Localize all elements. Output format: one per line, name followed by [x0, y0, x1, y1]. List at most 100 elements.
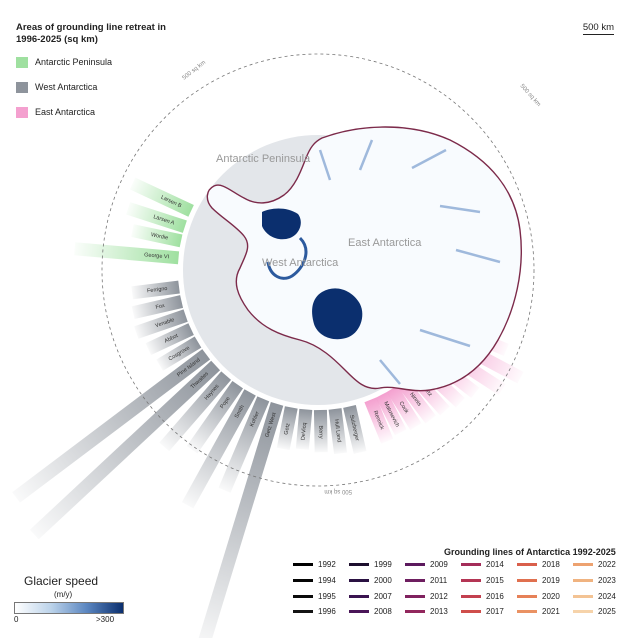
year-label: 2024 [598, 592, 616, 601]
year-label: 2013 [430, 607, 448, 616]
retreat-bar-fox [131, 295, 184, 320]
legend-label: Antarctic Peninsula [35, 57, 113, 67]
retreat-bar-ferrigno [131, 280, 180, 300]
grounding-line-year: 1994 [293, 576, 336, 585]
glacier-label: George VI [144, 252, 170, 260]
legend-item-west: West Antarctica [16, 82, 97, 94]
year-line-swatch [293, 595, 313, 599]
glacier-label: Wordie [150, 232, 168, 241]
year-label: 2022 [598, 560, 616, 569]
legend-title: Areas of grounding line retreat in 1996-… [16, 22, 166, 45]
year-label: 1996 [318, 607, 336, 616]
year-line-swatch [573, 610, 593, 614]
year-label: 1995 [318, 592, 336, 601]
year-line-swatch [517, 595, 537, 599]
year-line-swatch [461, 595, 481, 599]
year-line-swatch [573, 579, 593, 583]
grounding-line-year: 2025 [573, 607, 616, 616]
speed-legend-title: Glacier speed [24, 574, 99, 588]
legend-item-peninsula: Antarctic Peninsula [16, 57, 113, 69]
dashed-scale-circle [101, 53, 535, 487]
retreat-bar-matusevich [375, 391, 407, 436]
retreat-bar-smith [181, 389, 256, 509]
year-line-swatch [517, 563, 537, 567]
speed-legend-max: >300 [96, 615, 115, 624]
retreat-bar-cosgrove [156, 336, 202, 371]
glacier-label: DeVicq [301, 422, 309, 440]
circle-label-top: 500 sq km [182, 60, 208, 82]
retreat-bar-devicq [295, 408, 313, 450]
grounding-line-year: 1995 [293, 592, 336, 601]
year-line-swatch [349, 595, 369, 599]
ice-sheet [206, 126, 522, 392]
glacier-label: Abbot [164, 333, 180, 345]
year-line-swatch [573, 595, 593, 599]
speed-legend-min: 0 [14, 615, 19, 624]
year-line-swatch [349, 563, 369, 567]
grounding-line-year: 2018 [517, 560, 560, 569]
year-label: 1992 [318, 560, 336, 569]
grounding-line-year: 1992 [293, 560, 336, 569]
grounding-line-year: 2022 [573, 560, 616, 569]
grounding-line-year: 2020 [517, 592, 560, 601]
retreat-bar-larsen-a [126, 202, 187, 233]
year-label: 2025 [598, 607, 616, 616]
grounding-line-year: 2015 [461, 576, 504, 585]
grounding-line-year: 2016 [461, 592, 504, 601]
glacier-label: Fox [155, 303, 166, 311]
year-line-swatch [405, 610, 425, 614]
grounding-line-year: 2019 [517, 576, 560, 585]
retreat-bar-sulzberger [343, 404, 367, 454]
year-line-swatch [349, 579, 369, 583]
year-label: 2011 [430, 576, 448, 585]
grounding-line-year: 2008 [349, 607, 392, 616]
year-label: 2023 [598, 576, 616, 585]
circle-label-right: 500 sq km [519, 83, 542, 108]
retreat-bar-pope [186, 380, 244, 454]
year-line-swatch [349, 610, 369, 614]
retreat-bar-hull-land [328, 408, 347, 455]
year-label: 2000 [374, 576, 392, 585]
year-line-swatch [405, 563, 425, 567]
grounding-line-year: 2023 [573, 576, 616, 585]
grounding-line-year: 2009 [405, 560, 448, 569]
glacier-label: Sulzberger [348, 414, 360, 441]
grounding-line-year: 2014 [461, 560, 504, 569]
year-label: 1999 [374, 560, 392, 569]
year-line-swatch [461, 610, 481, 614]
retreat-bar-getz [276, 406, 298, 451]
year-line-swatch [405, 579, 425, 583]
year-label: 2012 [430, 592, 448, 601]
year-label: 2015 [486, 576, 504, 585]
retreat-bar-venable [134, 309, 188, 339]
year-label: 2018 [542, 560, 560, 569]
year-line-swatch [517, 610, 537, 614]
grounding-line-year: 2007 [349, 592, 392, 601]
retreat-bar-kohler [218, 396, 270, 493]
glacier-label: Kohler [249, 411, 261, 428]
grounding-line-year: 2012 [405, 592, 448, 601]
grounding-line-year: 2013 [405, 607, 448, 616]
grounding-line-year: 2017 [461, 607, 504, 616]
year-line-swatch [405, 595, 425, 599]
legend-item-east: East Antarctica [16, 107, 96, 119]
grounding-line-year: 1999 [349, 560, 392, 569]
retreat-bar-berry [313, 409, 328, 453]
year-line-swatch [293, 563, 313, 567]
year-label: 1994 [318, 576, 336, 585]
legend-swatch [16, 57, 28, 69]
grounding-line-year: 2011 [405, 576, 447, 585]
region-label-peninsula: Antarctic Peninsula [216, 153, 311, 165]
legend-swatch [16, 107, 28, 119]
scale-bar: 500 km [582, 22, 614, 35]
year-label: 2007 [374, 592, 392, 601]
year-line-swatch [517, 579, 537, 583]
year-label: 2017 [486, 607, 504, 616]
glacier-label: Hull Land [333, 419, 342, 443]
year-line-swatch [573, 563, 593, 567]
glacier-label: Berry [317, 425, 323, 438]
speed-legend-unit: (m/y) [54, 590, 73, 599]
legend-label: East Antarctica [35, 107, 96, 117]
retreat-bar-thwaites [29, 360, 221, 540]
